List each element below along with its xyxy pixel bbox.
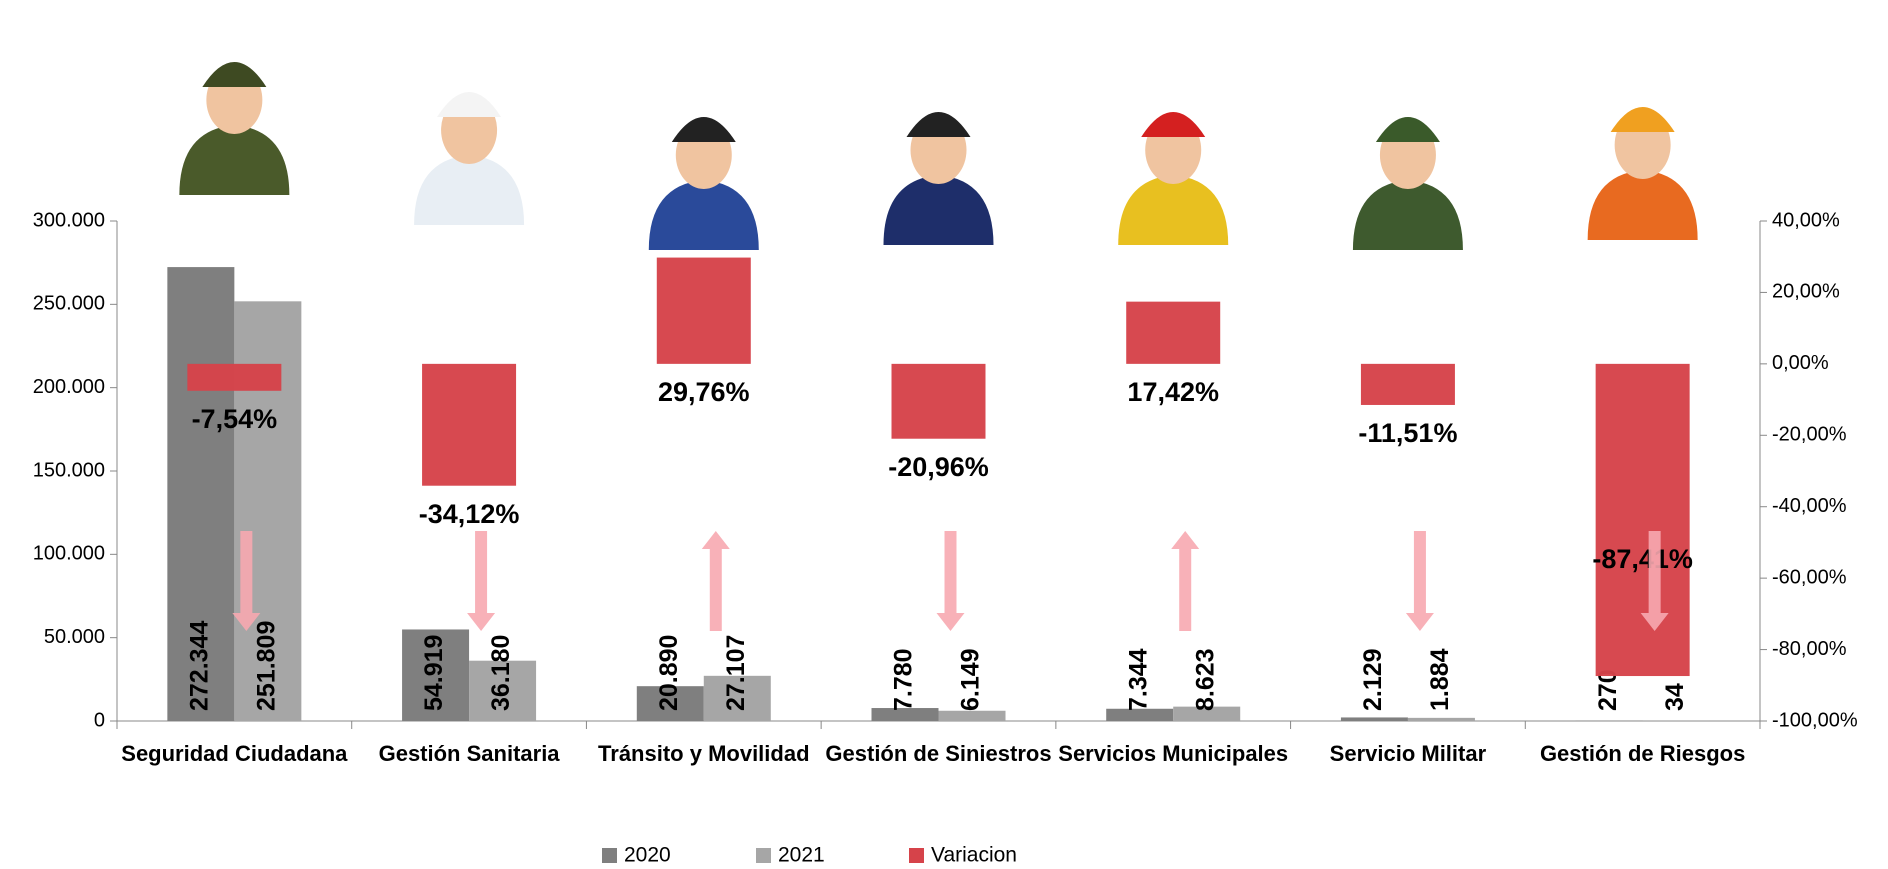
y-tick-label: 150.000	[33, 459, 105, 481]
x-tick-label: Tránsito y Movilidad	[598, 741, 809, 766]
bar	[1408, 718, 1475, 721]
person-icon-hat	[672, 117, 736, 142]
y-tick-label: 50.000	[44, 626, 105, 648]
y-tick-label: 0	[94, 709, 105, 731]
chart: 0 50.000 100.000 150.000 200.000 250.000 300.0…	[0, 0, 1888, 869]
variation-bar	[1361, 364, 1455, 405]
value-label: 34	[1661, 683, 1689, 711]
x-tick-label: Gestión de Riesgos	[1540, 741, 1745, 766]
y2-tick-label: 20,00%	[1772, 281, 1840, 303]
bar	[1341, 717, 1408, 721]
y2-tick-label: -60,00%	[1772, 566, 1847, 588]
direction-arrow	[702, 531, 730, 631]
y-tick-label: 100.000	[33, 543, 105, 565]
person-icon-body	[1118, 175, 1228, 245]
x-tick-label: Gestión de Siniestros	[825, 741, 1051, 766]
value-label: 8.623	[1191, 648, 1219, 711]
x-tick-label: Servicios Municipales	[1058, 741, 1288, 766]
person-icon-body	[179, 125, 289, 195]
direction-arrow	[1171, 531, 1199, 631]
legend-label: 2020	[624, 844, 671, 867]
value-label: 7.780	[890, 648, 918, 711]
direction-arrow	[467, 531, 495, 631]
variation-label: -7,54%	[192, 404, 278, 434]
legend-swatch	[602, 848, 617, 863]
x-tick-label: Seguridad Ciudadana	[121, 741, 348, 766]
variation-bar	[892, 364, 986, 439]
variation-label: -11,51%	[1358, 418, 1457, 448]
value-label: 251.809	[252, 621, 280, 711]
variation-bar	[657, 258, 751, 364]
direction-arrow	[937, 531, 965, 631]
variation-bar	[187, 364, 281, 391]
value-label: 272.344	[185, 621, 213, 711]
value-label: 54.919	[420, 635, 448, 711]
y2-tick-label: -40,00%	[1772, 495, 1847, 517]
person-icon-hat	[1141, 112, 1205, 137]
bar	[939, 711, 1006, 721]
variation-label: 17,42%	[1127, 377, 1219, 407]
variation-label: -87,41%	[1592, 544, 1693, 574]
value-label: 20.890	[655, 635, 683, 711]
y-tick-label: 300.000	[33, 209, 105, 231]
legend-label: Variacion	[931, 844, 1017, 867]
person-icon-body	[884, 175, 994, 245]
variation-bar	[1126, 302, 1220, 364]
y2-tick-label: 40,00%	[1772, 209, 1840, 231]
value-label: 6.149	[957, 648, 985, 711]
y2-tick-label: 0,00%	[1772, 352, 1829, 374]
direction-arrow	[1406, 531, 1434, 631]
variation-label: -34,12%	[419, 499, 520, 529]
value-label: 2.129	[1359, 648, 1387, 711]
y2-tick-label: -100,00%	[1772, 709, 1858, 731]
person-icon-body	[1353, 180, 1463, 250]
y-tick-label: 200.000	[33, 376, 105, 398]
variation-label: 29,76%	[658, 377, 750, 407]
y2-tick-label: -80,00%	[1772, 638, 1847, 660]
person-icon-hat	[437, 92, 501, 117]
variation-bar	[422, 364, 516, 486]
variation-bar	[1596, 364, 1690, 676]
person-icon-body	[1588, 170, 1698, 240]
person-icon-body	[414, 155, 524, 225]
person-icon-hat	[202, 62, 266, 87]
legend-swatch	[756, 848, 771, 863]
value-label: 1.884	[1426, 648, 1454, 711]
y-tick-label: 250.000	[33, 293, 105, 315]
person-icon-body	[649, 180, 759, 250]
y2-tick-label: -20,00%	[1772, 424, 1847, 446]
x-tick-label: Gestión Sanitaria	[379, 741, 561, 766]
x-tick-label: Servicio Militar	[1330, 741, 1487, 766]
person-icon-hat	[1611, 107, 1675, 132]
legend-label: 2021	[778, 844, 825, 867]
value-label: 36.180	[487, 635, 515, 711]
person-icon-hat	[907, 112, 971, 137]
person-icon-hat	[1376, 117, 1440, 142]
value-label: 27.107	[722, 635, 750, 711]
variation-label: -20,96%	[888, 452, 989, 482]
value-label: 7.344	[1124, 648, 1152, 711]
legend-swatch	[909, 848, 924, 863]
